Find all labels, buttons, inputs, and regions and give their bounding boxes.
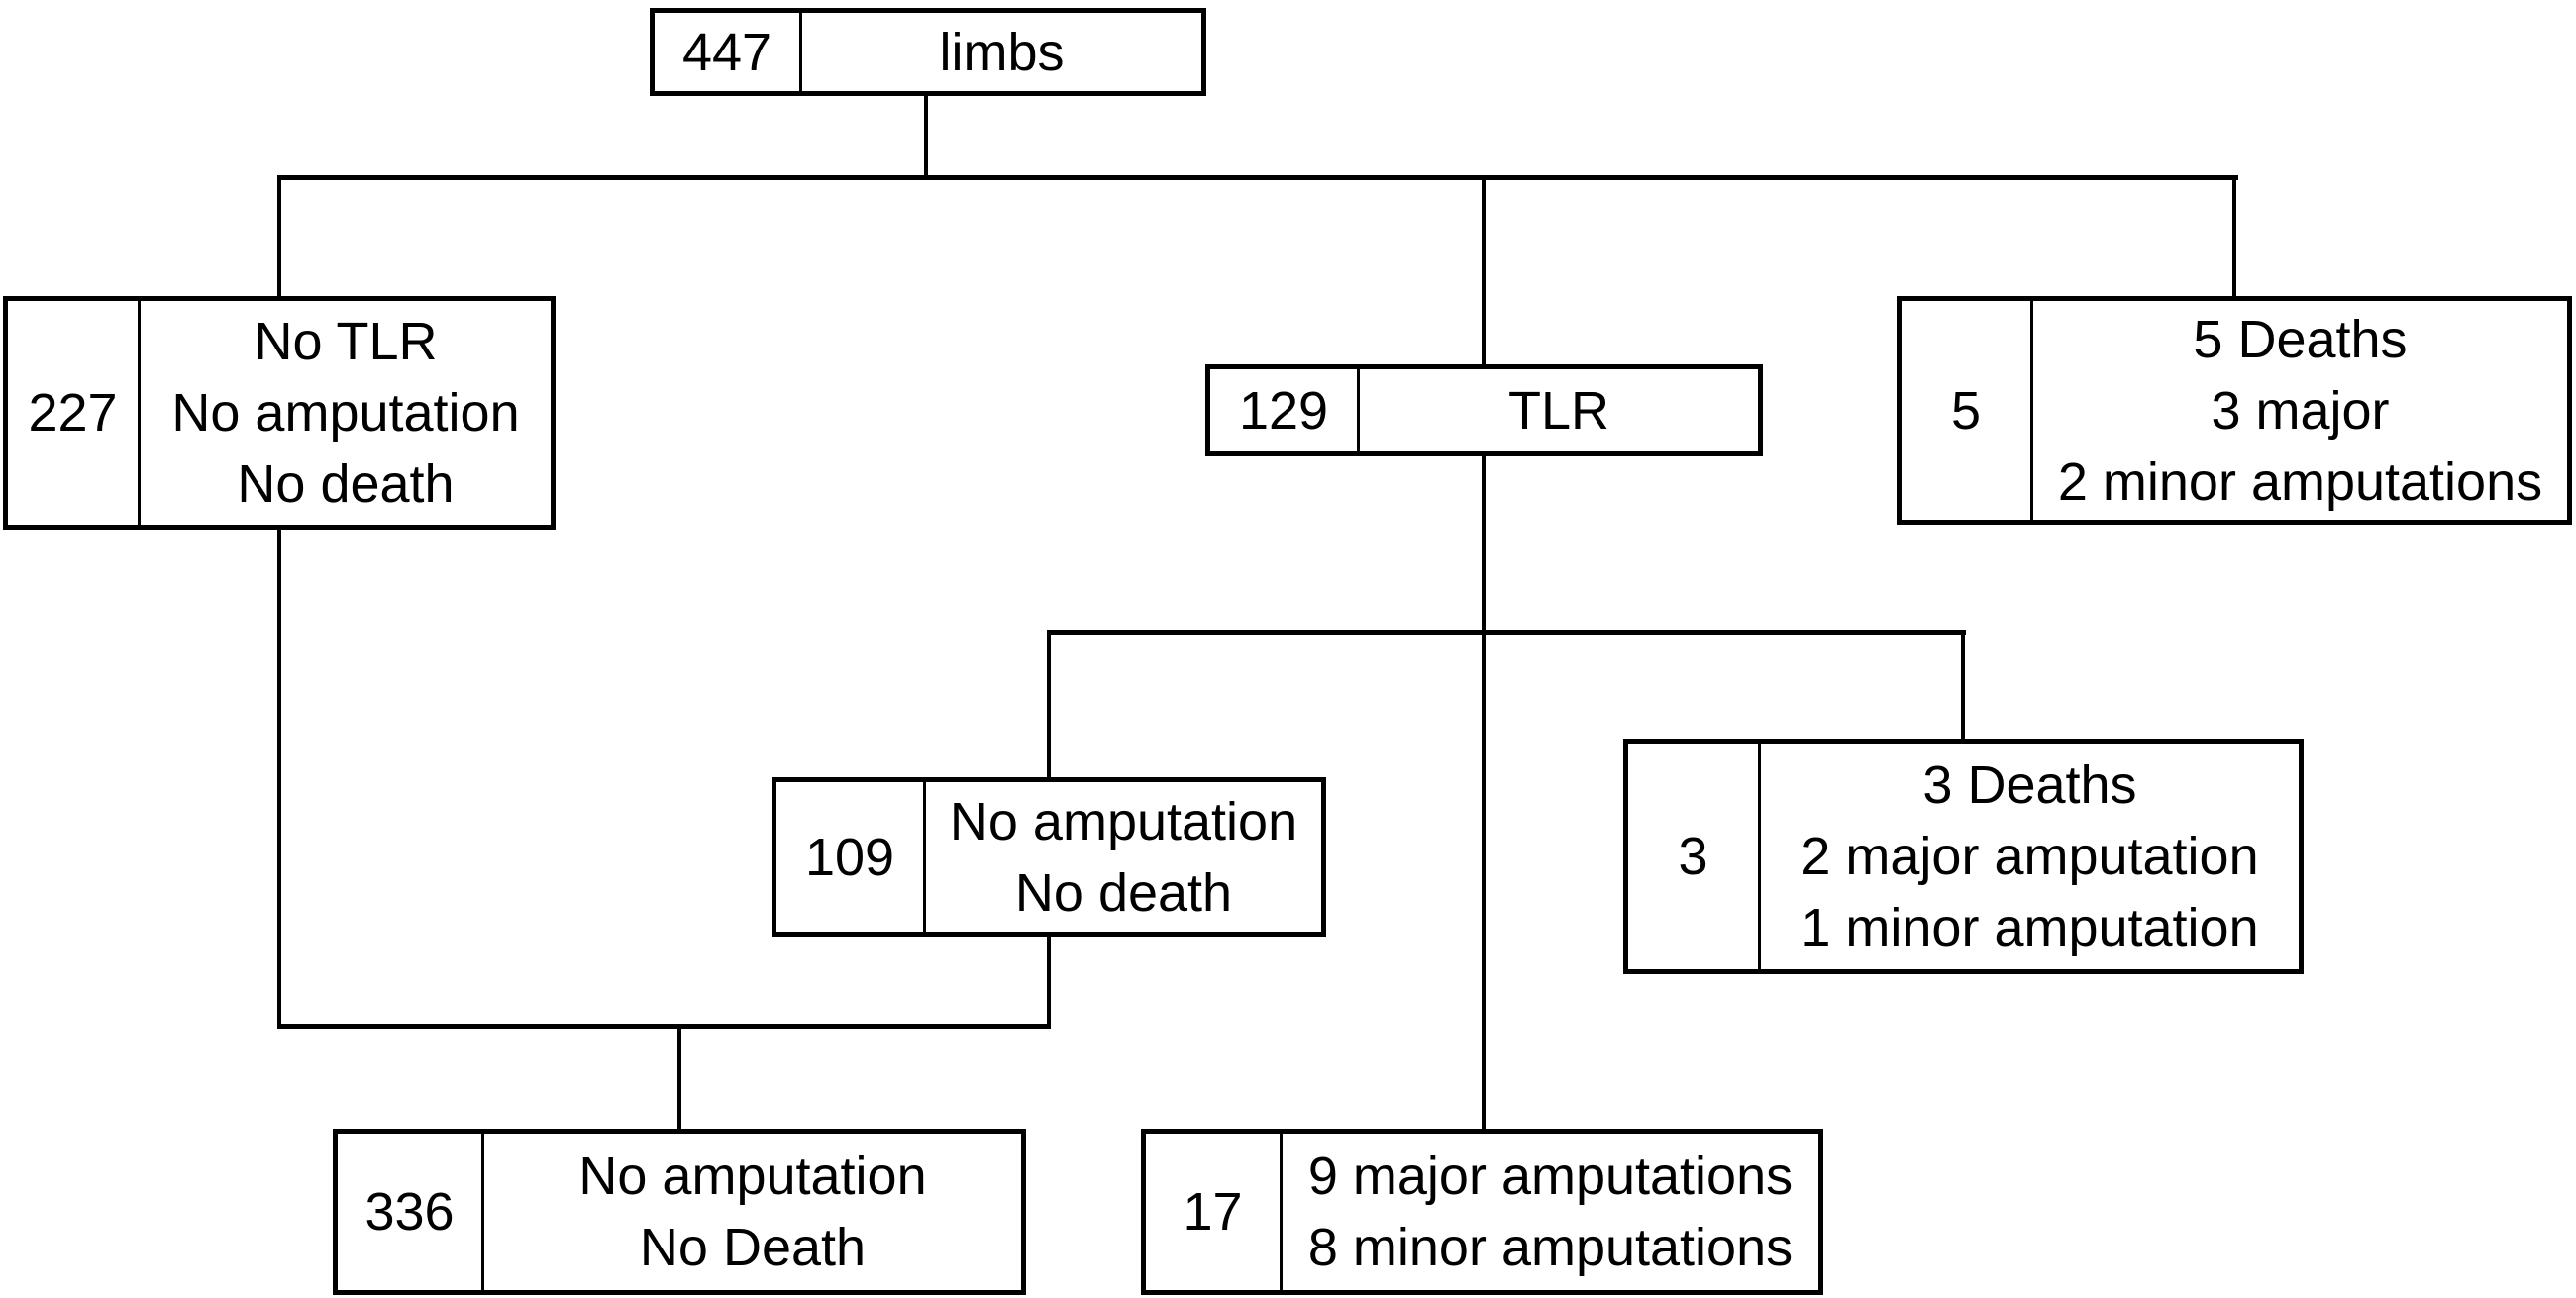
flow-box-tlr-no-amputation: 109 No amputation No death — [772, 777, 1326, 937]
label-line: 1 minor amputation — [1801, 898, 2259, 957]
connector-branch-level1 — [277, 175, 2238, 180]
label-line: 2 minor amputations — [2057, 451, 2543, 512]
label-line: No amputation — [171, 383, 520, 443]
count-tlr-no-amputation: 109 — [776, 782, 926, 932]
label-line: 3 major — [2211, 380, 2390, 441]
flow-box-no-tlr: 227 No TLR No amputation No death — [3, 296, 556, 530]
label-line: No amputation — [949, 791, 1298, 851]
connector-drop-deaths5 — [2232, 175, 2236, 296]
flow-box-deaths-after-index: 5 5 Deaths 3 major 2 minor amputations — [1897, 296, 2572, 525]
label-no-amputation-total: No amputation No Death — [484, 1134, 1021, 1290]
count-tlr: 129 — [1210, 369, 1360, 451]
label-line: 8 minor amputations — [1307, 1218, 1794, 1277]
label-line: No TLR — [254, 312, 438, 371]
connector-drop-109 — [1047, 630, 1051, 777]
label-line: No Death — [639, 1218, 867, 1277]
count-no-tlr: 227 — [8, 301, 141, 525]
label-line: TLR — [1507, 380, 1609, 441]
connector-227-down — [277, 529, 281, 1027]
connector-merge-line — [277, 1024, 1051, 1029]
count-deaths-after-index: 5 — [1902, 301, 2033, 520]
flow-box-tlr: 129 TLR — [1205, 364, 1763, 456]
count-deaths-after-tlr: 3 — [1628, 744, 1761, 969]
label-deaths-after-index: 5 Deaths 3 major 2 minor amputations — [2033, 301, 2567, 520]
count-limbs: 447 — [655, 13, 802, 91]
flow-box-limbs: 447 limbs — [650, 8, 1206, 96]
connector-109-down — [1047, 937, 1051, 1027]
label-tlr-no-amputation: No amputation No death — [926, 782, 1321, 932]
label-no-tlr: No TLR No amputation No death — [141, 301, 551, 525]
label-deaths-after-tlr: 3 Deaths 2 major amputation 1 minor ampu… — [1761, 744, 2299, 969]
count-no-amputation-total: 336 — [338, 1134, 484, 1290]
connector-drop-deaths3 — [1961, 630, 1965, 739]
connector-tlr-down — [1482, 456, 1486, 1129]
label-line: 5 Deaths — [2193, 309, 2408, 369]
label-line: 3 Deaths — [1922, 755, 2137, 815]
flow-box-deaths-after-tlr: 3 3 Deaths 2 major amputation 1 minor am… — [1623, 739, 2304, 974]
label-tlr: TLR — [1360, 369, 1758, 451]
label-line: limbs — [939, 22, 1065, 82]
count-amputations: 17 — [1146, 1134, 1283, 1290]
label-amputations: 9 major amputations 8 minor amputations — [1283, 1134, 1818, 1290]
label-line: 9 major amputations — [1307, 1147, 1794, 1206]
connector-branch-level2 — [1047, 630, 1966, 635]
flow-box-no-amputation-total: 336 No amputation No Death — [333, 1129, 1026, 1295]
label-limbs: limbs — [802, 13, 1201, 91]
connector-limbs-drop — [924, 96, 928, 180]
connector-drop-336 — [677, 1024, 681, 1129]
label-line: 2 major amputation — [1801, 827, 2259, 886]
flow-box-amputations: 17 9 major amputations 8 minor amputatio… — [1141, 1129, 1823, 1295]
label-line: No death — [1014, 862, 1233, 923]
connector-drop-tlr — [1482, 175, 1486, 364]
label-line: No amputation — [578, 1147, 927, 1206]
connector-drop-no-tlr — [277, 175, 281, 296]
label-line: No death — [237, 454, 455, 514]
